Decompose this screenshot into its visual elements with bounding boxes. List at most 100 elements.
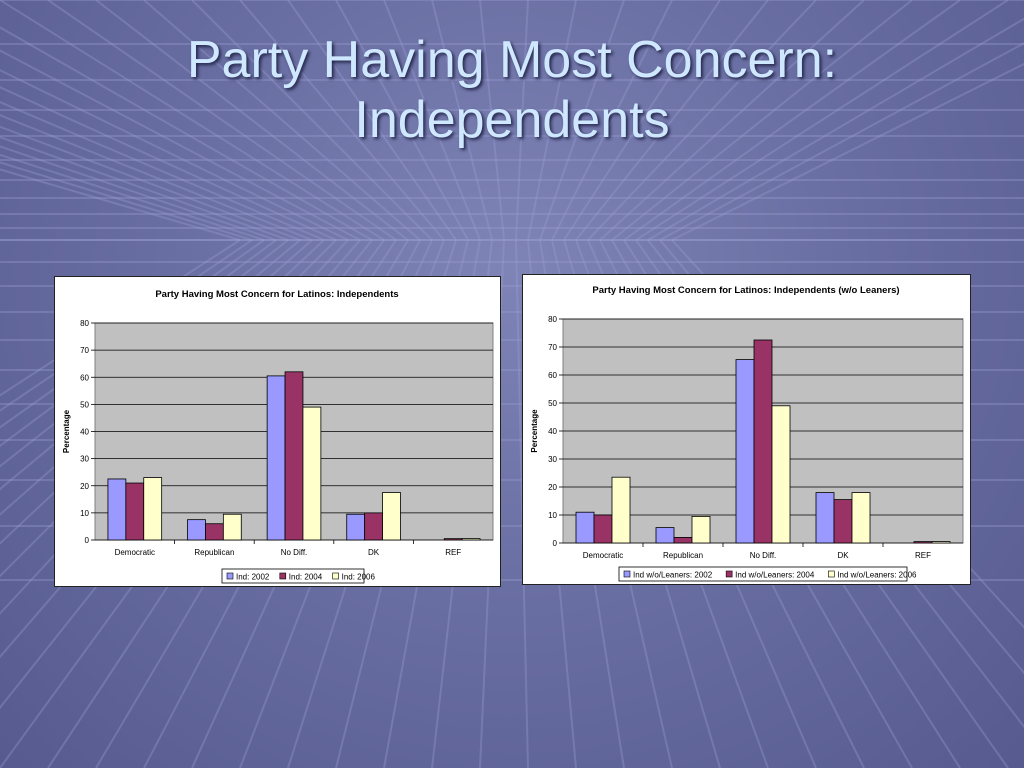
background-grid-line (95, 0, 409, 241)
chart-panel-independents-without-leaners: Party Having Most Concern for Latinos: I… (522, 274, 971, 585)
background-grid-line (239, 0, 445, 241)
background-grid-line (539, 0, 625, 241)
chart-2-category-label: Democratic (583, 551, 623, 560)
background-grid-line (0, 161, 253, 241)
background-grid-line (191, 0, 433, 241)
background-grid-line (143, 0, 421, 241)
chart-2-y-tick-label: 60 (548, 371, 557, 380)
chart-2-bar (753, 339, 773, 544)
chart-1-y-tick-label: 30 (80, 455, 89, 464)
background-grid-line (0, 69, 349, 241)
background-grid-line (527, 0, 577, 241)
chart-1-legend-label: Ind: 2002 (236, 573, 270, 582)
chart-1-bar (107, 478, 127, 541)
chart-2-y-tick-label: 40 (548, 427, 557, 436)
background-grid-line (0, 26, 373, 241)
slide-title: Party Having Most Concern: Independents (0, 30, 1024, 150)
bar-chart-independents-without-leaners: Party Having Most Concern for Latinos: I… (530, 285, 964, 582)
chart-2-legend-label: Ind w/o/Leaners: 2006 (837, 571, 917, 580)
background-grid-line (551, 0, 673, 241)
background-grid-line (587, 0, 817, 241)
chart-1-category-label: Democratic (115, 548, 155, 557)
chart-1-legend-label: Ind: 2006 (342, 573, 376, 582)
background-grid-line (0, 49, 361, 241)
background-grid-line (0, 114, 313, 241)
chart-2-bar (611, 476, 631, 544)
background-grid-line (647, 17, 1024, 241)
background-grid-line (0, 0, 385, 241)
background-grid-line (623, 0, 961, 241)
chart-2-bar (593, 514, 613, 544)
chart-1-category-label: DK (368, 548, 380, 557)
background-grid-line (599, 0, 865, 241)
chart-1-bar (284, 371, 304, 541)
background-grid-line (0, 136, 289, 241)
background-grid-line (479, 0, 505, 241)
chart-1-legend-label: Ind: 2004 (289, 573, 323, 582)
chart-panel-independents: Party Having Most Concern for Latinos: I… (54, 276, 501, 587)
background-grid-line (383, 0, 481, 241)
chart-1-bar (222, 513, 242, 541)
chart-1-category-label: REF (445, 548, 461, 557)
chart-1-bar (443, 538, 463, 541)
chart-2-y-tick-label: 0 (553, 539, 558, 548)
chart-1-y-tick-label: 0 (85, 536, 90, 545)
chart-2-y-axis-label: Percentage (530, 409, 539, 453)
chart-1-bar (346, 513, 366, 541)
chart-1-bar (364, 512, 383, 541)
chart-1-category-label: No Diff. (281, 548, 308, 557)
background-grid-line (0, 86, 337, 241)
chart-2-bar (771, 405, 791, 544)
chart-2-bar (913, 541, 933, 544)
chart-1-legend-swatch (226, 572, 234, 580)
chart-2-bar (851, 492, 871, 544)
background-grid-line (287, 0, 457, 241)
chart-1-y-tick-label: 40 (80, 428, 89, 437)
chart-2-bar (673, 536, 693, 544)
chart-1-legend-swatch (279, 572, 287, 580)
chart-2-bar (691, 515, 711, 544)
chart-2-legend-box (618, 566, 908, 582)
chart-1-legend: Ind: 2002 Ind: 2004 Ind: 2006 (221, 568, 376, 584)
background-grid-line (563, 0, 721, 241)
chart-2-category-label: No Diff. (750, 551, 777, 560)
background-grid-line (431, 0, 493, 241)
background-grid-line (611, 0, 913, 241)
chart-1-bar (266, 375, 286, 541)
background-grid-line (0, 145, 277, 241)
chart-1-y-tick-label: 50 (80, 400, 89, 409)
chart-1-bar (302, 406, 322, 541)
chart-1-title: Party Having Most Concern for Latinos: I… (155, 289, 398, 300)
chart-2-y-tick-label: 10 (548, 511, 557, 520)
chart-2-bar (735, 359, 755, 544)
chart-1-bar (143, 477, 163, 541)
chart-2-legend-swatch (623, 570, 631, 578)
chart-1-y-tick-label: 80 (80, 319, 89, 328)
background-grid-line (515, 0, 529, 241)
chart-1-y-axis-label: Percentage (62, 409, 71, 453)
chart-1-bar (382, 492, 401, 541)
background-grid-line (671, 62, 1024, 241)
chart-1-y-tick-label: 10 (80, 509, 89, 518)
chart-2-legend: Ind w/o/Leaners: 2002 Ind w/o/Leaners: 20… (618, 566, 917, 582)
chart-1-y-tick-label: 20 (80, 482, 89, 491)
chart-2-bar (833, 499, 853, 544)
background-grid-line (0, 168, 241, 241)
background-grid-line (47, 0, 397, 241)
background-grid-line (0, 101, 325, 241)
chart-2-bar (931, 541, 951, 544)
chart-2-y-tick-label: 20 (548, 483, 557, 492)
chart-2-bar (655, 527, 675, 544)
chart-2-title: Party Having Most Concern for Latinos: I… (592, 285, 899, 296)
chart-1-bar (125, 482, 145, 541)
slide-title-line-1: Party Having Most Concern: (186, 31, 838, 89)
chart-2-y-tick-label: 50 (548, 399, 557, 408)
chart-1-legend-swatch (332, 572, 339, 580)
bar-chart-independents: Party Having Most Concern for Latinos: I… (62, 289, 494, 584)
chart-2-y-tick-label: 30 (548, 455, 557, 464)
chart-2-bar (815, 492, 835, 544)
chart-1-legend-box (221, 568, 365, 584)
chart-1-bar (205, 523, 224, 541)
chart-1-category-label: Republican (194, 548, 234, 557)
background-grid-line (575, 0, 769, 241)
